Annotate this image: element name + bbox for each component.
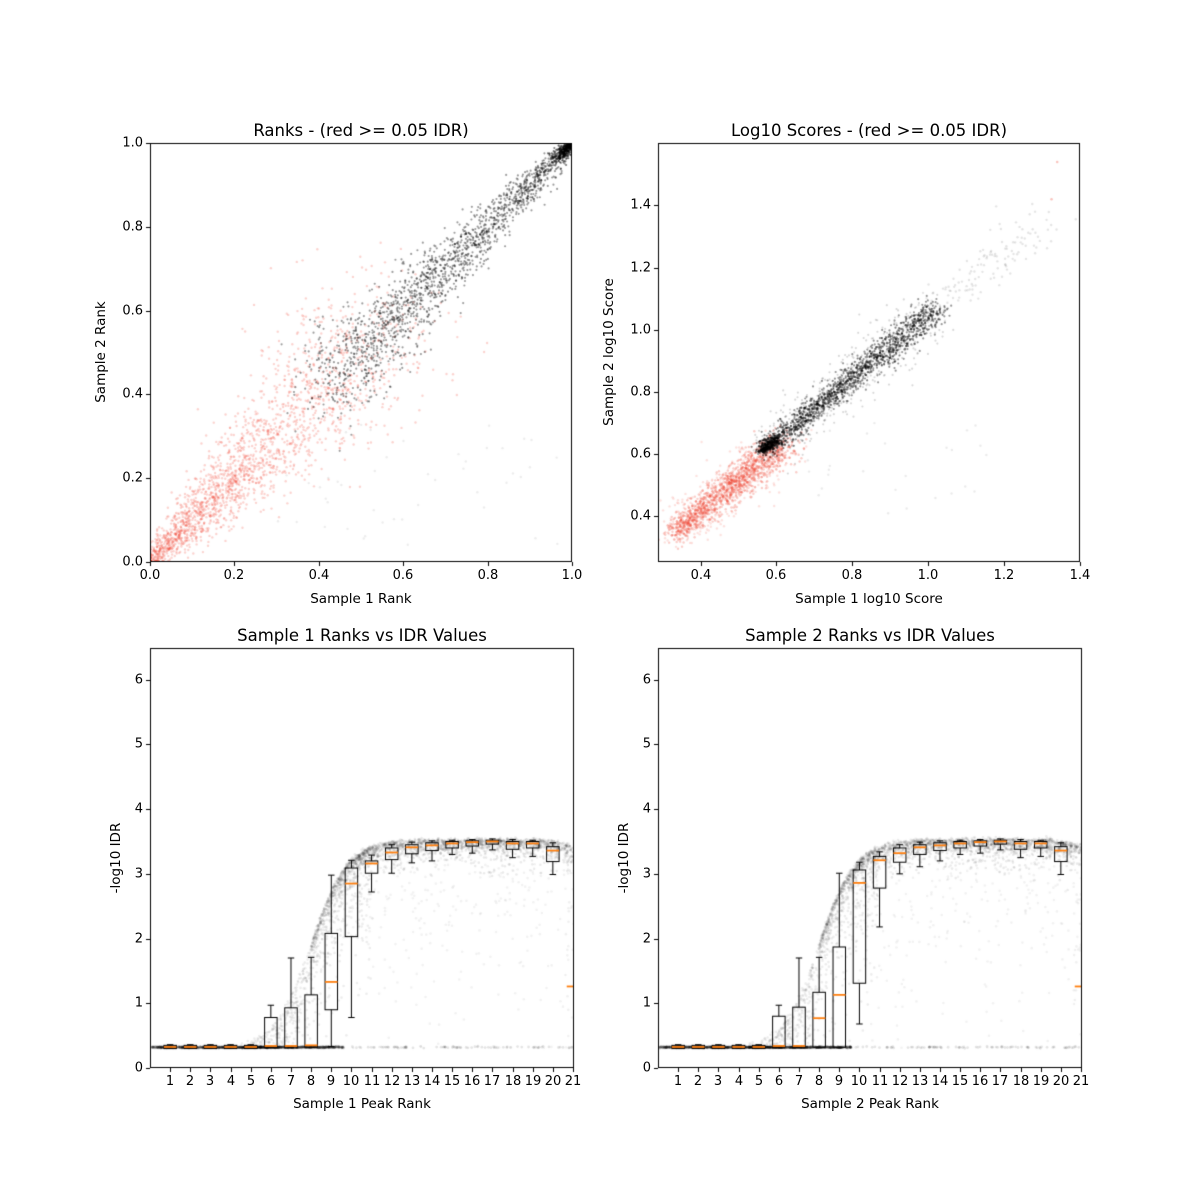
idr-figure-canvas	[0, 0, 1200, 1200]
